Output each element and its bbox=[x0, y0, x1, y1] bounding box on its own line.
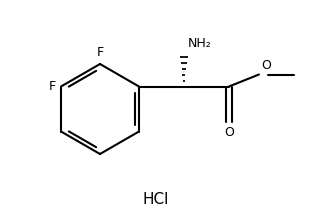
Text: F: F bbox=[96, 46, 104, 59]
Text: NH₂: NH₂ bbox=[188, 37, 212, 50]
Text: F: F bbox=[49, 80, 56, 93]
Text: HCl: HCl bbox=[143, 192, 169, 207]
Text: O: O bbox=[261, 58, 271, 71]
Text: O: O bbox=[224, 125, 234, 138]
